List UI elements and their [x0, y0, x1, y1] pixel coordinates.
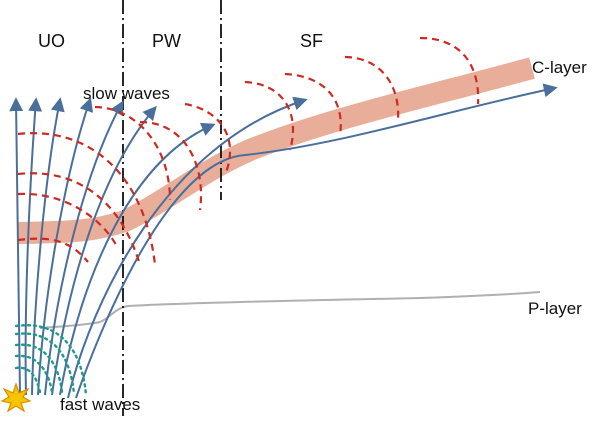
zone-label-sf: SF — [300, 31, 323, 51]
fast-front-2 — [14, 354, 54, 394]
c-layer-band — [17, 57, 535, 244]
fast-front-1 — [14, 366, 42, 394]
ray-7 — [59, 122, 216, 396]
slow-front-4 — [17, 132, 157, 266]
slow-front-10 — [344, 55, 400, 121]
slow-front-2 — [17, 192, 119, 249]
zone-label-uo: UO — [38, 31, 65, 51]
ray-4 — [37, 97, 93, 396]
star-burst-icon — [0, 382, 32, 413]
slow-waves-label: slow waves — [83, 84, 170, 103]
slow-front-1 — [17, 237, 89, 263]
ray-9 — [75, 83, 558, 399]
ray-group — [9, 83, 558, 399]
ray-1 — [9, 97, 24, 396]
fast-waves-label: fast waves — [60, 395, 140, 414]
ray-8 — [67, 96, 308, 399]
p-layer-label: P-layer — [528, 299, 582, 318]
slow-wave-fronts — [17, 36, 480, 266]
slow-front-6 — [139, 120, 203, 211]
slow-front-11 — [419, 36, 480, 105]
zone-label-pw: PW — [152, 31, 181, 51]
fast-front-5 — [14, 324, 88, 397]
c-layer-label: C-layer — [532, 58, 587, 77]
fast-front-4 — [14, 332, 76, 396]
fast-wave-fronts — [14, 324, 88, 397]
slow-front-9 — [284, 72, 342, 136]
ray-3 — [31, 97, 65, 396]
ray-2 — [24, 97, 43, 396]
ray-5 — [44, 100, 124, 396]
slow-front-8 — [244, 80, 295, 151]
fast-front-3 — [14, 343, 64, 394]
slow-front-3 — [17, 172, 142, 266]
p-layer-line — [39, 291, 541, 329]
slow-front-5 — [94, 105, 172, 201]
